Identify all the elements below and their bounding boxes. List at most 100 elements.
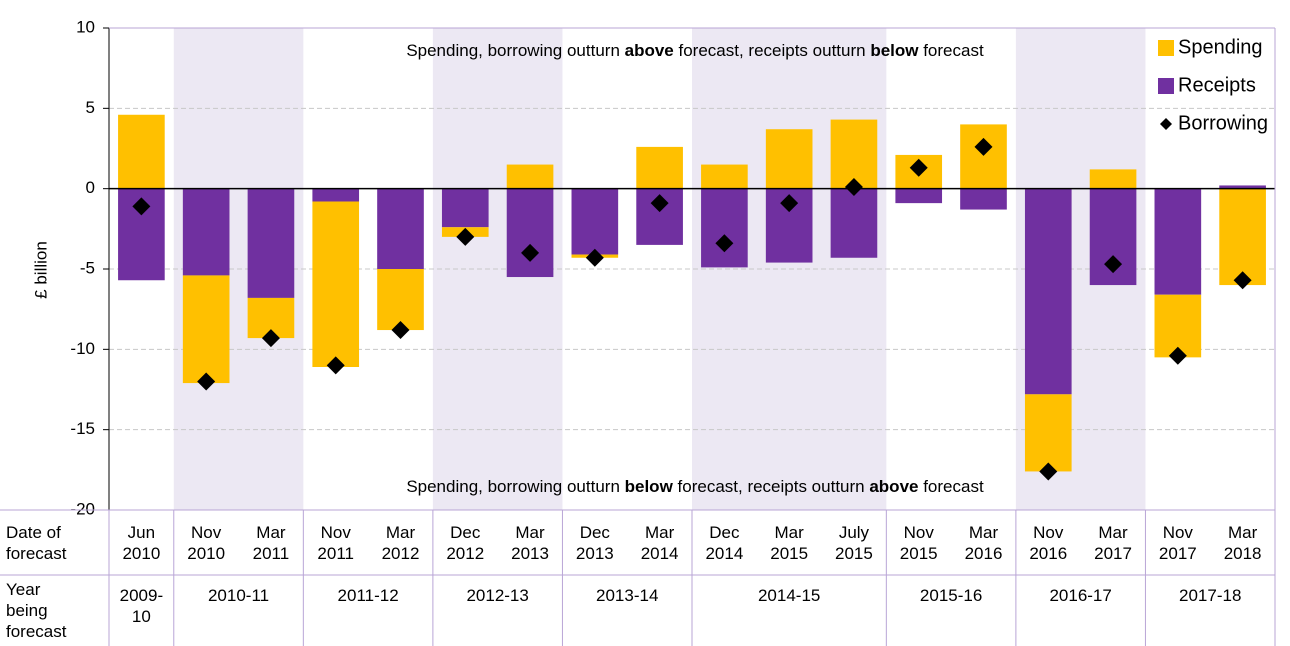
date-label: Nov 2015 xyxy=(899,523,938,563)
date-label: Nov 2016 xyxy=(1029,523,1068,563)
bar xyxy=(441,188,489,228)
date-label: Mar 2016 xyxy=(964,523,1003,563)
date-label: Mar 2018 xyxy=(1223,523,1262,563)
y-tick-label: -15 xyxy=(70,419,95,438)
annotation-part: forecast xyxy=(918,41,983,60)
year-label: 2012-13 xyxy=(466,586,529,605)
bar xyxy=(312,201,360,368)
annotation-part: above xyxy=(625,41,674,60)
borrowing-marker xyxy=(1233,271,1252,290)
bar xyxy=(1089,169,1137,189)
bar xyxy=(636,146,683,189)
date-label: Nov 2017 xyxy=(1158,523,1197,563)
bar xyxy=(1219,185,1266,189)
year-label: 2009-10 xyxy=(119,586,164,626)
bar xyxy=(701,164,748,189)
legend-swatch xyxy=(1158,40,1174,56)
borrowing-marker xyxy=(585,248,604,267)
borrowing-marker xyxy=(326,356,345,375)
bar xyxy=(377,188,424,269)
y-axis-label: £ billion xyxy=(31,241,50,299)
annotation-part: below xyxy=(870,41,919,60)
y-tick-label: 10 xyxy=(76,17,95,36)
date-label: Mar 2015 xyxy=(770,523,809,563)
date-label: Dec 2014 xyxy=(705,523,744,563)
borrowing-marker xyxy=(844,178,863,197)
borrowing-marker xyxy=(715,234,734,253)
bar xyxy=(960,124,1007,189)
row-label: Year being forecast xyxy=(6,580,67,641)
annotation-part: forecast xyxy=(918,477,983,496)
annotation-bottom: Spending, borrowing outturn below foreca… xyxy=(406,477,984,496)
date-label: Mar 2012 xyxy=(381,523,420,563)
bar xyxy=(182,275,230,384)
legend-swatch xyxy=(1160,118,1172,130)
date-label: Mar 2011 xyxy=(252,523,290,563)
bar xyxy=(118,114,165,189)
year-label: 2016-17 xyxy=(1049,586,1112,605)
legend-swatch xyxy=(1158,78,1174,94)
year-label: 2011-12 xyxy=(337,586,399,605)
bar xyxy=(960,188,1007,210)
legend-label: Receipts xyxy=(1178,74,1256,96)
year-label: 2013-14 xyxy=(596,586,659,605)
legend-label: Borrowing xyxy=(1178,112,1268,134)
borrowing-marker xyxy=(261,329,280,348)
borrowing-marker xyxy=(1039,462,1058,481)
borrowing-marker xyxy=(456,227,475,246)
year-label: 2017-18 xyxy=(1179,586,1242,605)
date-label: Dec 2013 xyxy=(575,523,614,563)
borrowing-marker xyxy=(521,243,540,262)
date-label: Mar 2014 xyxy=(640,523,679,563)
bar xyxy=(506,188,554,278)
borrowing-marker xyxy=(1104,255,1123,274)
bar xyxy=(1024,394,1072,472)
year-label: 2010-11 xyxy=(207,586,270,605)
y-tick-label: -10 xyxy=(70,339,95,358)
date-label: Jun 2010 xyxy=(122,523,161,563)
borrowing-marker xyxy=(650,194,669,213)
bar xyxy=(312,188,360,202)
date-label: Mar 2017 xyxy=(1094,523,1132,563)
bar xyxy=(506,164,554,189)
date-label: Nov 2011 xyxy=(317,523,354,563)
date-label: Dec 2012 xyxy=(446,523,485,563)
bar xyxy=(377,269,424,331)
borrowing-marker xyxy=(132,197,151,216)
bar xyxy=(1024,188,1072,395)
date-label: Nov 2010 xyxy=(187,523,226,563)
bar xyxy=(247,188,295,298)
bar xyxy=(571,188,619,255)
bar xyxy=(182,188,230,276)
borrowing-marker xyxy=(391,321,410,340)
bar xyxy=(830,119,878,189)
annotation-part: Spending, borrowing outturn xyxy=(406,477,624,496)
year-label: 2014-15 xyxy=(757,586,821,605)
annotation-part: above xyxy=(869,477,918,496)
date-label: Mar 2013 xyxy=(511,523,549,563)
borrowing-marker xyxy=(1168,346,1187,365)
bar xyxy=(1154,188,1202,295)
y-tick-label: 0 xyxy=(86,178,95,197)
annotation-part: Spending, borrowing outturn xyxy=(406,41,624,60)
bar xyxy=(701,188,748,268)
date-label: July 2015 xyxy=(835,523,873,563)
annotation-part: forecast, receipts outturn xyxy=(674,41,871,60)
borrowing-marker xyxy=(974,137,993,156)
bar xyxy=(895,188,943,204)
y-tick-label: -5 xyxy=(80,258,95,277)
y-tick-label: 5 xyxy=(86,98,95,117)
legend-label: Spending xyxy=(1178,36,1263,58)
row-label: Date of forecast xyxy=(6,523,67,563)
borrowing-marker xyxy=(909,158,928,177)
annotation-top: Spending, borrowing outturn above foreca… xyxy=(406,41,984,60)
bar xyxy=(765,129,813,189)
year-label: 2015-16 xyxy=(919,586,983,605)
annotation-part: forecast, receipts outturn xyxy=(673,477,870,496)
bar xyxy=(830,188,878,258)
borrowing-marker xyxy=(197,372,216,391)
bar xyxy=(1219,188,1266,286)
borrowing-marker xyxy=(780,194,799,213)
